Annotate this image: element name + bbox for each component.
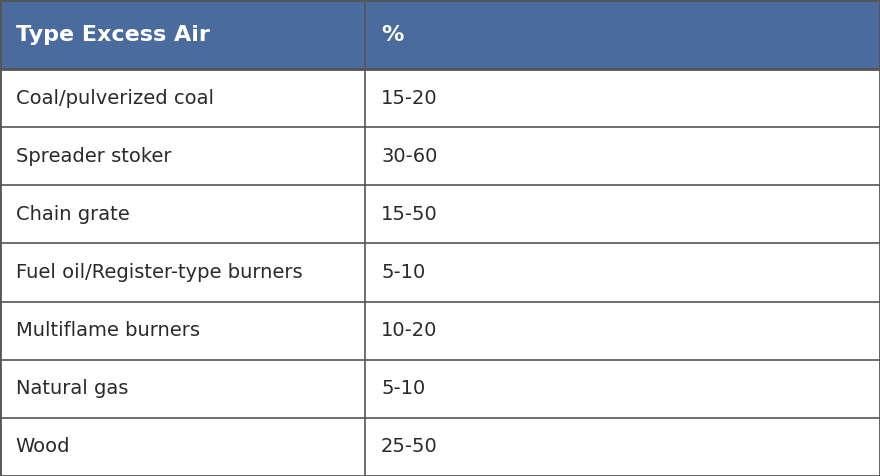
Bar	[0, 243, 880, 302]
Text: 25-50: 25-50	[381, 437, 437, 456]
Text: Wood: Wood	[16, 437, 70, 456]
Text: Coal/pulverized coal: Coal/pulverized coal	[16, 89, 214, 108]
Bar	[0, 418, 880, 476]
Text: Fuel oil/Register-type burners: Fuel oil/Register-type burners	[16, 263, 303, 282]
Bar	[0, 127, 880, 185]
Text: %: %	[381, 24, 403, 45]
Text: 5-10: 5-10	[381, 263, 425, 282]
Bar	[0, 185, 880, 243]
Bar	[0, 360, 880, 418]
Text: Multiflame burners: Multiflame burners	[16, 321, 200, 340]
Text: 5-10: 5-10	[381, 379, 425, 398]
Bar	[0, 0, 880, 69]
Text: Chain grate: Chain grate	[16, 205, 129, 224]
Text: Natural gas: Natural gas	[16, 379, 128, 398]
Text: Type Excess Air: Type Excess Air	[16, 24, 209, 45]
Text: 15-20: 15-20	[381, 89, 437, 108]
Bar	[0, 302, 880, 360]
Text: 15-50: 15-50	[381, 205, 437, 224]
Bar	[0, 69, 880, 127]
Text: 30-60: 30-60	[381, 147, 437, 166]
Text: 10-20: 10-20	[381, 321, 437, 340]
Text: Spreader stoker: Spreader stoker	[16, 147, 172, 166]
